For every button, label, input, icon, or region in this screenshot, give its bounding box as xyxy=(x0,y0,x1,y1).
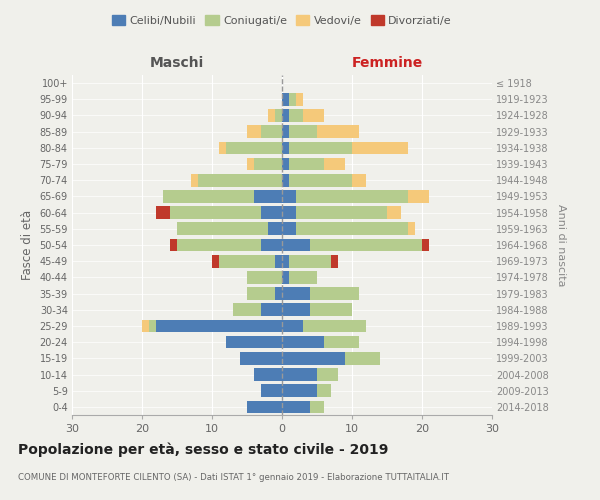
Bar xyxy=(289,142,352,154)
Bar xyxy=(247,158,254,170)
Bar xyxy=(282,368,317,381)
Bar xyxy=(352,174,366,186)
Bar xyxy=(303,109,324,122)
Text: Femmine: Femmine xyxy=(352,56,422,70)
Bar xyxy=(310,400,324,413)
Bar xyxy=(310,304,352,316)
Bar xyxy=(282,174,289,186)
Bar xyxy=(177,238,261,252)
Bar xyxy=(331,255,338,268)
Bar xyxy=(282,255,289,268)
Bar xyxy=(289,109,303,122)
Bar xyxy=(282,158,289,170)
Bar xyxy=(296,206,387,219)
Bar xyxy=(289,126,317,138)
Bar xyxy=(282,400,310,413)
Bar xyxy=(198,174,282,186)
Bar xyxy=(345,352,380,364)
Bar xyxy=(247,400,282,413)
Bar xyxy=(170,238,177,252)
Bar xyxy=(254,190,282,202)
Bar xyxy=(317,368,338,381)
Bar xyxy=(310,238,422,252)
Bar xyxy=(247,288,275,300)
Bar xyxy=(282,304,310,316)
Bar xyxy=(268,109,275,122)
Bar xyxy=(317,384,331,397)
Bar xyxy=(247,271,282,283)
Bar xyxy=(233,304,261,316)
Text: Maschi: Maschi xyxy=(150,56,204,70)
Bar xyxy=(310,288,359,300)
Bar xyxy=(289,255,331,268)
Legend: Celibi/Nubili, Coniugati/e, Vedovi/e, Divorziati/e: Celibi/Nubili, Coniugati/e, Vedovi/e, Di… xyxy=(107,10,457,30)
Bar xyxy=(254,158,282,170)
Bar xyxy=(324,158,345,170)
Bar xyxy=(191,174,198,186)
Bar xyxy=(289,93,296,106)
Bar xyxy=(282,93,289,106)
Bar xyxy=(282,109,289,122)
Bar xyxy=(282,271,289,283)
Bar xyxy=(282,352,345,364)
Bar xyxy=(226,336,282,348)
Bar xyxy=(282,206,296,219)
Bar xyxy=(282,384,317,397)
Y-axis label: Anni di nascita: Anni di nascita xyxy=(556,204,566,286)
Bar xyxy=(268,222,282,235)
Bar xyxy=(156,206,170,219)
Text: COMUNE DI MONTEFORTE CILENTO (SA) - Dati ISTAT 1° gennaio 2019 - Elaborazione TU: COMUNE DI MONTEFORTE CILENTO (SA) - Dati… xyxy=(18,472,449,482)
Bar xyxy=(261,206,282,219)
Bar xyxy=(261,384,282,397)
Bar xyxy=(149,320,156,332)
Bar xyxy=(352,142,408,154)
Bar xyxy=(408,190,429,202)
Bar xyxy=(296,190,408,202)
Bar xyxy=(289,158,324,170)
Bar xyxy=(219,142,226,154)
Bar xyxy=(282,288,310,300)
Bar xyxy=(261,304,282,316)
Bar xyxy=(296,93,303,106)
Bar xyxy=(296,222,408,235)
Bar xyxy=(282,222,296,235)
Bar xyxy=(142,320,149,332)
Bar xyxy=(289,174,352,186)
Bar xyxy=(282,190,296,202)
Bar xyxy=(282,336,324,348)
Bar xyxy=(156,320,282,332)
Bar xyxy=(212,255,219,268)
Bar xyxy=(282,238,310,252)
Bar xyxy=(275,255,282,268)
Bar xyxy=(163,190,254,202)
Bar xyxy=(282,142,289,154)
Bar xyxy=(324,336,359,348)
Bar xyxy=(282,126,289,138)
Bar xyxy=(317,126,359,138)
Bar xyxy=(240,352,282,364)
Bar xyxy=(261,238,282,252)
Bar xyxy=(247,126,261,138)
Y-axis label: Fasce di età: Fasce di età xyxy=(21,210,34,280)
Bar xyxy=(170,206,261,219)
Bar xyxy=(275,288,282,300)
Bar xyxy=(282,320,303,332)
Bar xyxy=(261,126,282,138)
Bar xyxy=(177,222,268,235)
Bar xyxy=(219,255,275,268)
Bar xyxy=(254,368,282,381)
Bar xyxy=(226,142,282,154)
Bar xyxy=(303,320,366,332)
Bar xyxy=(387,206,401,219)
Bar xyxy=(275,109,282,122)
Bar xyxy=(289,271,317,283)
Bar xyxy=(422,238,429,252)
Text: Popolazione per età, sesso e stato civile - 2019: Popolazione per età, sesso e stato civil… xyxy=(18,442,388,457)
Bar xyxy=(408,222,415,235)
